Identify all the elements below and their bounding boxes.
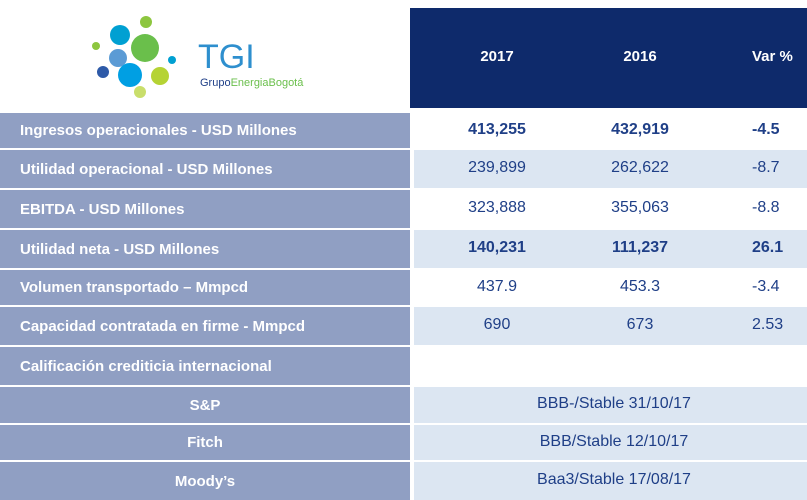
row-label: Ingresos operacionales - USD Millones	[0, 113, 410, 148]
cell-value: 432,919	[611, 120, 669, 138]
rating-value: BBB-/Stable 31/10/17	[537, 395, 691, 412]
rating-agency: S&P	[0, 387, 410, 423]
row-label: Utilidad operacional - USD Millones	[0, 150, 410, 188]
logo-name: TGI	[198, 38, 255, 76]
cell-value: 111,237	[611, 239, 669, 256]
cell-value: -3.4	[752, 277, 780, 295]
cell-value: 437.9	[476, 277, 518, 295]
cell-value: 323,888	[468, 199, 526, 216]
rating-agency: Moody’s	[0, 462, 410, 500]
row-cell	[414, 150, 807, 188]
row-cell	[414, 113, 807, 148]
column-header: Var %	[752, 48, 793, 65]
cell-value: 2.53	[752, 316, 784, 333]
row-label: EBITDA - USD Millones	[0, 190, 410, 228]
cell-value: -8.8	[752, 199, 780, 216]
row-label: Volumen transportado – Mmpcd	[0, 270, 410, 305]
column-header: 2016	[623, 48, 657, 65]
rating-title: Calificación crediticia internacional	[0, 347, 410, 385]
rating-cell	[414, 425, 807, 460]
row-label: Capacidad contratada en firme - Mmpcd	[0, 307, 410, 345]
cell-value: 413,255	[468, 120, 526, 138]
cell-value: 140,231	[468, 239, 526, 256]
row-label: Utilidad neta - USD Millones	[0, 230, 410, 268]
cell-value: 355,063	[611, 199, 669, 216]
cell-value: 673	[626, 316, 654, 333]
logo: TGI GrupoEnergiaBogotá	[92, 16, 304, 98]
column-header: 2017	[480, 48, 514, 65]
row-cell	[414, 270, 807, 305]
rating-cell	[414, 462, 807, 500]
logo-brand: EnergiaBogotá	[231, 77, 305, 89]
row-cell	[414, 190, 807, 228]
cell-value: 239,899	[468, 159, 526, 176]
rating-cell	[414, 387, 807, 423]
cell-value: 453.3	[619, 277, 661, 295]
rating-value: Baa3/Stable 17/08/17	[537, 471, 691, 488]
cell-value: 690	[483, 316, 511, 333]
cell-value: 262,622	[611, 159, 669, 176]
row-cell	[414, 230, 807, 268]
row-cell	[414, 307, 807, 345]
cell-value: -4.5	[752, 120, 780, 138]
logo-group: GrupoEnergiaBogotá	[200, 77, 304, 89]
rating-value: BBB/Stable 12/10/17	[539, 432, 689, 450]
cell-value: -8.7	[752, 159, 780, 176]
rating-agency: Fitch	[0, 425, 410, 460]
cell-value: 26.1	[752, 239, 784, 256]
header-box	[410, 8, 807, 108]
logo-group: Grupo	[200, 77, 231, 89]
